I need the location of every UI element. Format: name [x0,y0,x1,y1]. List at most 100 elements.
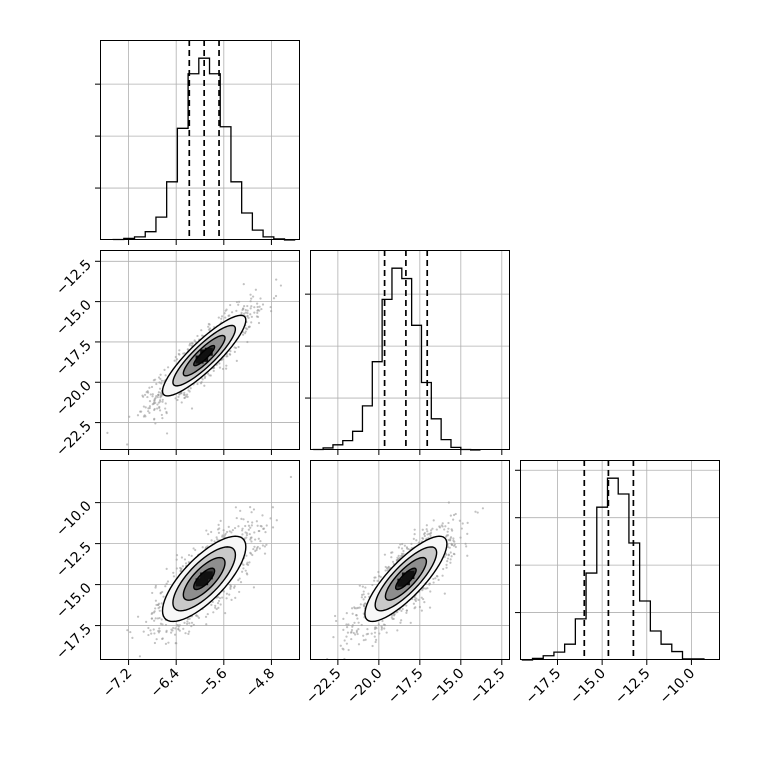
scatter-point [415,597,418,600]
scatter-point [377,623,380,626]
scatter-point [243,305,246,308]
scatter-point [347,623,350,626]
scatter-point [158,627,161,630]
scatter-point [153,641,157,645]
scatter-point [156,617,159,620]
scatter-point [224,532,227,535]
scatter-point [228,593,231,596]
scatter-point [350,630,353,634]
scatter-point [376,579,379,582]
scatter-point [188,622,191,625]
scatter-point [289,475,293,479]
scatter-point [162,595,165,598]
scatter-point [413,533,416,536]
scatter-point [391,560,395,563]
scatter-point [390,556,393,559]
scatter-point [403,544,406,547]
scatter-point [239,581,243,584]
scatter-point [250,536,253,539]
scatter-point [396,629,399,632]
scatter-point [173,359,176,362]
scatter-point [217,316,220,319]
scatter-point [252,547,255,551]
scatter-point [249,300,252,303]
y-tick-label: −15.0 [53,297,95,339]
scatter-point [222,529,225,532]
panel-background [310,250,510,450]
scatter-point [131,636,134,639]
scatter-point [155,382,158,386]
scatter-point [233,346,236,349]
scatter-point [148,406,151,410]
scatter-point [154,584,157,587]
scatter-point [399,621,402,624]
scatter-point [252,586,256,589]
scatter-point [188,390,191,393]
y-tick-label: −17.5 [53,337,95,379]
scatter-point [432,577,435,581]
scatter-point [207,322,210,326]
scatter-point [242,518,245,521]
scatter-point [241,308,244,312]
scatter-point [170,628,173,631]
scatter-point [216,602,220,605]
scatter-point [167,641,170,644]
contour-line [193,567,216,591]
scatter-point [248,561,251,564]
scatter-point [356,632,359,636]
contour-line [182,334,226,377]
scatter-point [446,530,449,533]
scatter-point [245,554,248,557]
scatter-point [219,519,222,523]
scatter-point [443,592,446,595]
scatter-point [454,545,457,549]
scatter-point [412,537,415,540]
scatter-point [343,639,346,642]
scatter-point [365,633,368,636]
scatter-point [354,633,357,636]
scatter-point [193,339,196,342]
scatter-point [241,570,244,573]
scatter-point [191,342,194,345]
scatter-point [246,340,249,344]
scatter-point [200,381,203,384]
density-cell [195,578,204,587]
scatter-point [235,300,239,304]
scatter-point [164,585,167,588]
scatter-point [177,395,180,398]
scatter-point [445,566,448,569]
scatter-point [160,413,163,417]
density-cell [200,572,209,581]
scatter-point [147,391,150,394]
scatter-point [126,443,129,446]
scatter-point [458,519,461,522]
density-cell [204,347,213,356]
scatter-point [254,538,257,541]
scatter-point [153,408,156,412]
scatter-point [165,567,168,570]
scatter-point [143,393,147,396]
scatter-point [187,560,190,564]
scatter-panel-p1-p2 [100,250,300,450]
scatter-point [272,297,276,300]
scatter-point [156,603,160,606]
scatter-point [235,516,238,520]
panel-border [100,250,300,450]
scatter-point [342,617,345,620]
scatter-point [351,612,354,615]
scatter-point [265,524,268,527]
scatter-point [362,634,365,637]
scatter-point [151,395,154,398]
scatter-point [154,422,157,425]
scatter-point [364,586,367,589]
scatter-point [180,556,184,559]
scatter-point [195,614,198,617]
scatter-point [247,316,250,319]
scatter-point [230,311,234,314]
scatter-point [400,609,403,613]
scatter-point [347,659,349,660]
scatter-point [206,612,209,616]
scatter-point [398,557,401,560]
scatter-point [400,547,404,550]
scatter-point [233,586,236,589]
